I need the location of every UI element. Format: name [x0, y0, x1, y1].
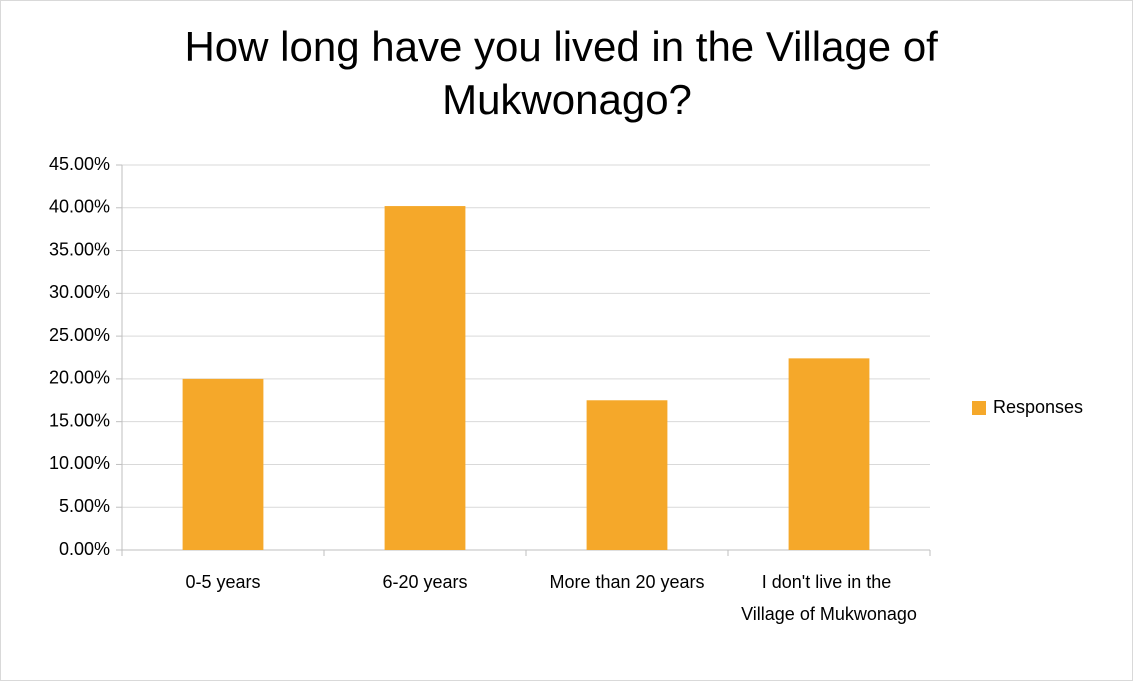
y-tick-label: 10.00%: [49, 453, 110, 473]
x-tick-label: 6-20 years: [382, 572, 467, 592]
x-tick-label: 0-5 years: [185, 572, 260, 592]
y-tick-label: 0.00%: [59, 539, 110, 559]
x-tick-label: More than 20 years: [549, 572, 704, 592]
chart-title: How long have you lived in the Village o…: [184, 23, 949, 123]
bar: [384, 206, 466, 551]
y-tick-label: 5.00%: [59, 496, 110, 516]
bar: [586, 400, 668, 550]
y-tick-label: 25.00%: [49, 325, 110, 345]
y-tick-label: 35.00%: [49, 239, 110, 259]
y-tick-label: 15.00%: [49, 410, 110, 430]
y-tick-label: 20.00%: [49, 368, 110, 388]
y-tick-label: 45.00%: [49, 154, 110, 174]
legend-swatch: [972, 401, 986, 415]
y-tick-label: 40.00%: [49, 197, 110, 217]
bar: [182, 378, 264, 550]
bar: [788, 358, 870, 550]
y-tick-label: 30.00%: [49, 282, 110, 302]
legend-label: Responses: [993, 397, 1083, 417]
x-tick-label: I don't live in the Village of Mukwonago: [741, 572, 917, 624]
